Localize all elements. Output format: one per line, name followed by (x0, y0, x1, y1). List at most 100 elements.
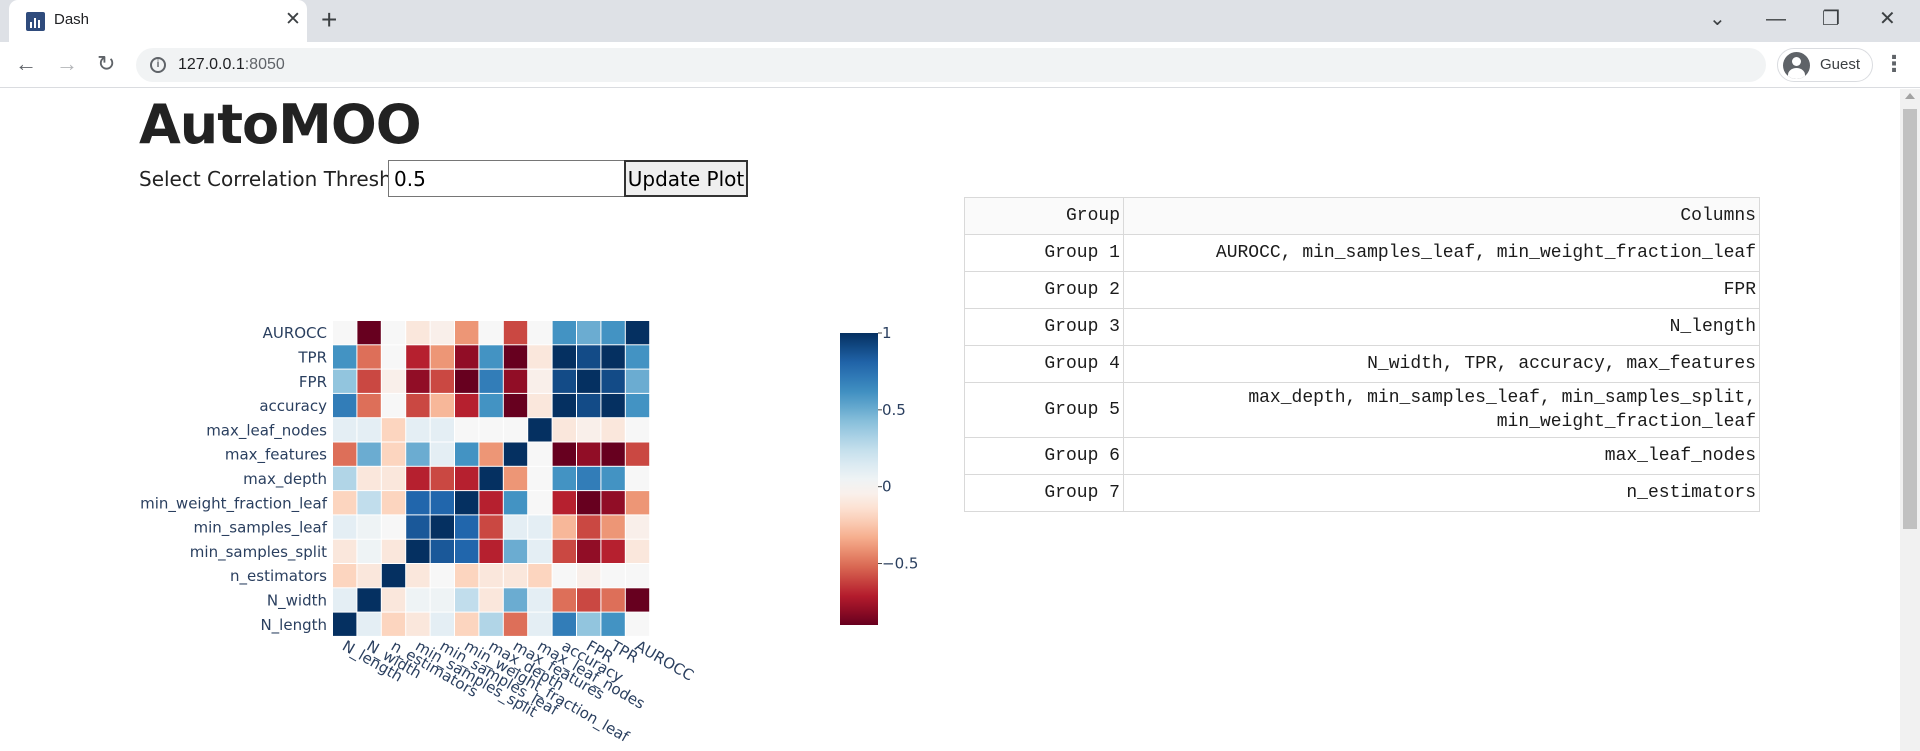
heatmap-cell[interactable] (552, 564, 576, 588)
heatmap-cell[interactable] (430, 442, 454, 466)
heatmap-cell[interactable] (357, 515, 381, 539)
heatmap-cell[interactable] (601, 588, 625, 612)
heatmap-cell[interactable] (381, 418, 406, 442)
heatmap-cell[interactable] (455, 515, 479, 539)
heatmap-cell[interactable] (552, 418, 576, 442)
scrollbar-thumb[interactable] (1903, 109, 1917, 529)
heatmap-cell[interactable] (577, 466, 601, 491)
heatmap-cell[interactable] (503, 564, 528, 588)
heatmap-cell[interactable] (333, 564, 357, 588)
heatmap-cell[interactable] (577, 345, 601, 369)
heatmap-cell[interactable] (430, 491, 454, 515)
heatmap-cell[interactable] (552, 345, 576, 369)
reload-button[interactable]: ↻ (97, 51, 116, 76)
update-plot-button[interactable]: Update Plot (624, 160, 748, 197)
heatmap-cell[interactable] (601, 393, 625, 418)
heatmap-cell[interactable] (577, 491, 601, 515)
heatmap-cell[interactable] (430, 418, 454, 442)
heatmap-cell[interactable] (381, 369, 406, 393)
scroll-up-arrow-icon[interactable] (1905, 93, 1915, 99)
heatmap-cell[interactable] (503, 539, 528, 563)
heatmap-cell[interactable] (430, 515, 454, 539)
heatmap-cell[interactable] (528, 321, 552, 345)
heatmap-cell[interactable] (455, 442, 479, 466)
heatmap-cell[interactable] (503, 321, 528, 345)
heatmap-cell[interactable] (333, 539, 357, 563)
heatmap-cell[interactable] (455, 321, 479, 345)
heatmap-cell[interactable] (357, 393, 381, 418)
heatmap-cell[interactable] (455, 539, 479, 563)
heatmap-cell[interactable] (625, 612, 650, 636)
heatmap-cell[interactable] (479, 393, 503, 418)
minimize-button[interactable]: — (1766, 8, 1786, 30)
heatmap-cell[interactable] (406, 515, 430, 539)
heatmap-cell[interactable] (479, 539, 503, 563)
heatmap-cell[interactable] (503, 369, 528, 393)
heatmap-cell[interactable] (333, 418, 357, 442)
heatmap-cell[interactable] (601, 539, 625, 563)
heatmap-cell[interactable] (333, 612, 357, 636)
heatmap-cell[interactable] (406, 612, 430, 636)
heatmap-cell[interactable] (479, 588, 503, 612)
heatmap-cell[interactable] (528, 515, 552, 539)
heatmap-cell[interactable] (577, 612, 601, 636)
heatmap-cell[interactable] (381, 393, 406, 418)
heatmap-cell[interactable] (333, 369, 357, 393)
heatmap-cell[interactable] (381, 321, 406, 345)
heatmap-cell[interactable] (601, 612, 625, 636)
heatmap-cell[interactable] (625, 321, 650, 345)
correlation-heatmap[interactable]: N_length N_width n_estimators min_samples_s… (0, 89, 960, 751)
heatmap-cell[interactable] (479, 418, 503, 442)
heatmap-cell[interactable] (381, 466, 406, 491)
forward-button[interactable]: → (56, 51, 78, 76)
heatmap-cell[interactable] (430, 369, 454, 393)
heatmap-cell[interactable] (381, 612, 406, 636)
heatmap-cell[interactable] (406, 442, 430, 466)
heatmap-cell[interactable] (528, 345, 552, 369)
heatmap-cell[interactable] (357, 612, 381, 636)
heatmap-cell[interactable] (357, 442, 381, 466)
heatmap-cell[interactable] (479, 515, 503, 539)
heatmap-cell[interactable] (381, 491, 406, 515)
heatmap-cell[interactable] (479, 466, 503, 491)
heatmap-cell[interactable] (528, 491, 552, 515)
heatmap-cell[interactable] (552, 612, 576, 636)
heatmap-cell[interactable] (625, 515, 650, 539)
heatmap-cell[interactable] (528, 418, 552, 442)
heatmap-cell[interactable] (503, 588, 528, 612)
heatmap-cell[interactable] (333, 515, 357, 539)
heatmap-cell[interactable] (479, 491, 503, 515)
heatmap-cell[interactable] (381, 345, 406, 369)
heatmap-cell[interactable] (503, 515, 528, 539)
heatmap-cell[interactable] (625, 539, 650, 563)
heatmap-cell[interactable] (528, 612, 552, 636)
back-button[interactable]: ← (15, 51, 37, 76)
heatmap-cell[interactable] (406, 345, 430, 369)
heatmap-cell[interactable] (357, 345, 381, 369)
heatmap-cell[interactable] (528, 442, 552, 466)
heatmap-cell[interactable] (577, 588, 601, 612)
heatmap-cell[interactable] (455, 393, 479, 418)
heatmap-cell[interactable] (430, 321, 454, 345)
heatmap-cell[interactable] (479, 345, 503, 369)
restore-button[interactable]: ❐ (1822, 8, 1840, 30)
heatmap-cell[interactable] (528, 369, 552, 393)
heatmap-cell[interactable] (357, 564, 381, 588)
heatmap-cell[interactable] (552, 491, 576, 515)
heatmap-cell[interactable] (406, 321, 430, 345)
heatmap-cell[interactable] (577, 321, 601, 345)
heatmap-cell[interactable] (333, 588, 357, 612)
heatmap-cell[interactable] (479, 564, 503, 588)
heatmap-cell[interactable] (455, 491, 479, 515)
heatmap-cell[interactable] (430, 393, 454, 418)
heatmap-cell[interactable] (430, 588, 454, 612)
heatmap-cell[interactable] (552, 588, 576, 612)
heatmap-cell[interactable] (406, 588, 430, 612)
heatmap-cell[interactable] (357, 321, 381, 345)
heatmap-cell[interactable] (406, 564, 430, 588)
heatmap-cell[interactable] (430, 466, 454, 491)
heatmap-cell[interactable] (357, 588, 381, 612)
heatmap-cell[interactable] (625, 393, 650, 418)
heatmap-cell[interactable] (333, 442, 357, 466)
heatmap-cell[interactable] (577, 515, 601, 539)
